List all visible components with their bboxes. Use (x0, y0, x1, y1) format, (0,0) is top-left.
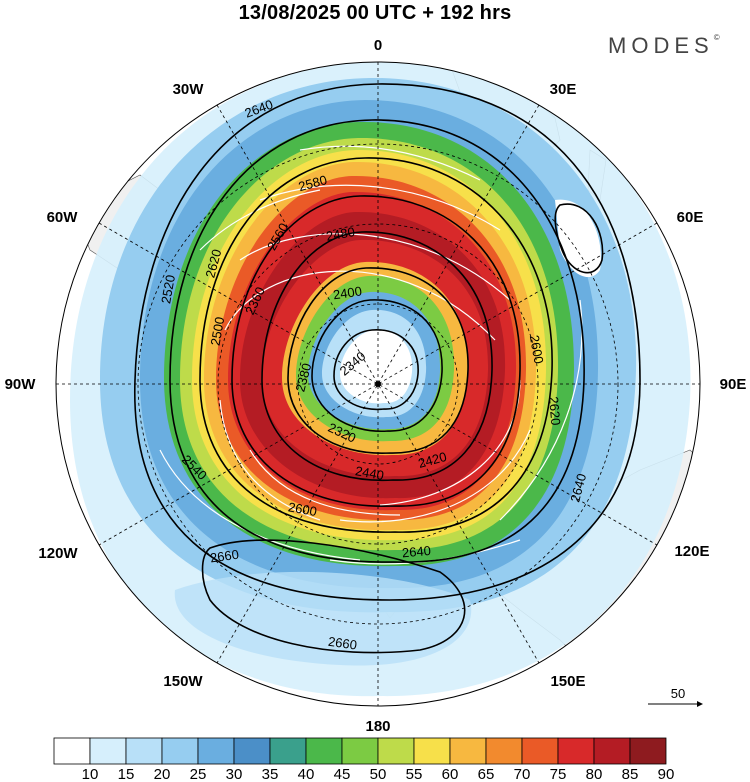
colorbar-swatch (341, 737, 379, 765)
colorbar-label: 10 (82, 766, 99, 782)
wind-vectors (159, 145, 583, 565)
colorbar-swatch (593, 737, 631, 765)
longitude-labels: 0 30E 60E 90E 120E 150E 180 150W 120W 90… (5, 37, 747, 735)
contour-label: 2420 (416, 449, 448, 471)
contour-label: 2640 (401, 543, 431, 560)
colorbar-label: 65 (478, 766, 495, 782)
contour-label: 2520 (158, 274, 178, 305)
colorbar-swatch (305, 737, 343, 765)
contour-label: 2380 (292, 362, 314, 394)
lon-label-90e: 90E (720, 376, 747, 393)
brand-text: MODES (608, 33, 714, 58)
map-disc (56, 62, 700, 706)
lon-label-90w: 90W (5, 376, 37, 393)
colorbar-label: 75 (550, 766, 567, 782)
colorbar-label: 35 (262, 766, 279, 782)
colorbar-swatch (557, 737, 595, 765)
wind-speed-shading (70, 62, 691, 697)
contour-label: 2620 (546, 396, 563, 426)
lon-label-0: 0 (374, 37, 382, 54)
colorbar-swatch (521, 737, 559, 765)
colorbar-swatch (197, 737, 235, 765)
contour-label: 2440 (354, 463, 385, 483)
colorbar-label: 60 (442, 766, 459, 782)
colorbar-label: 80 (586, 766, 603, 782)
contour-label: 2620 (202, 248, 224, 280)
lon-label-30e: 30E (550, 81, 577, 98)
colorbar-label: 15 (118, 766, 135, 782)
colorbar-label: 45 (334, 766, 351, 782)
colorbar-label: 40 (298, 766, 315, 782)
colorbar-swatch (485, 737, 523, 765)
contour-label: 2480 (325, 224, 356, 244)
map-border (55, 61, 701, 707)
contour-label: 2500 (208, 316, 228, 347)
colorbar-label: 90 (658, 766, 675, 782)
colorbar-swatch (629, 737, 667, 765)
contour-label: 2600 (527, 334, 547, 365)
lon-label-60w: 60W (47, 209, 79, 226)
colorbar: 10 15 20 25 30 35 40 45 50 55 60 65 70 75 80 85 90 (53, 737, 675, 782)
contour-label: 2640 (567, 472, 589, 504)
contour-label: 2660 (209, 547, 240, 566)
colorbar-swatch (233, 737, 271, 765)
lon-label-180: 180 (365, 718, 390, 735)
geopotential-contours (134, 83, 641, 654)
colorbar-label: 70 (514, 766, 531, 782)
contour-label: 2580 (297, 172, 329, 194)
lon-label-120w: 120W (38, 545, 78, 562)
lon-label-60e: 60E (677, 209, 704, 226)
colorbar-swatch (269, 737, 307, 765)
lon-label-150e: 150E (550, 673, 585, 690)
colorbar-label: 30 (226, 766, 243, 782)
colorbar-swatch (89, 737, 127, 765)
lon-label-30w: 30W (173, 81, 205, 98)
vector-reference-label: 50 (670, 686, 686, 701)
colorbar-swatch (161, 737, 199, 765)
contour-label: 2660 (327, 634, 358, 653)
contour-label: 2600 (287, 499, 318, 519)
colorbar-label: 25 (190, 766, 207, 782)
colorbar-swatch (53, 737, 91, 765)
colorbar-swatch (413, 737, 451, 765)
contour-label: 2400 (332, 283, 363, 302)
copyright-mark: © (713, 33, 720, 42)
brand-logo: MODES© (608, 33, 720, 59)
lon-label-120e: 120E (674, 543, 709, 560)
map-title: 13/08/2025 00 UTC + 192 hrs (238, 2, 512, 24)
colorbar-swatch (125, 737, 163, 765)
graticule (56, 62, 700, 706)
colorbar-label: 20 (154, 766, 171, 782)
colorbar-swatch (377, 737, 415, 765)
lon-label-150w: 150W (163, 673, 203, 690)
colorbar-label: 55 (406, 766, 423, 782)
colorbar-label: 50 (370, 766, 387, 782)
south-pole-marker (375, 381, 381, 387)
colorbar-swatch (449, 737, 487, 765)
colorbar-label: 85 (622, 766, 639, 782)
